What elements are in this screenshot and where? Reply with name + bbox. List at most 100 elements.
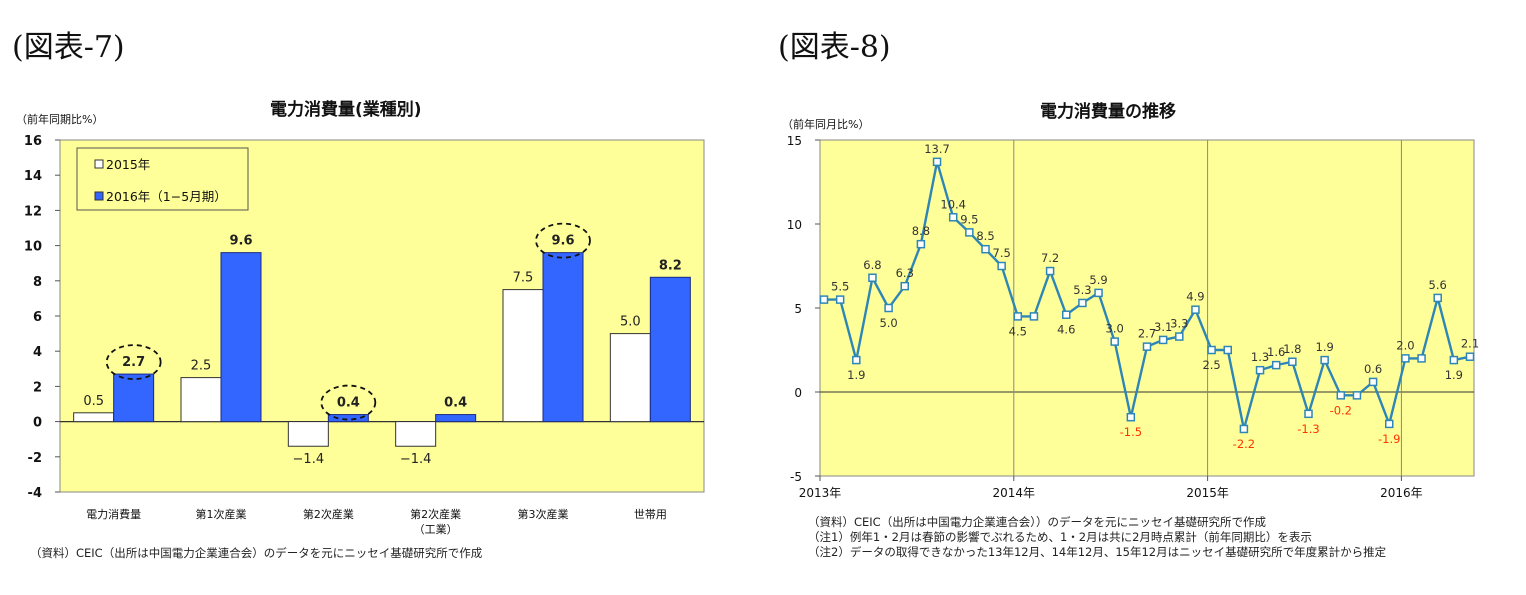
chart8-point bbox=[1158, 335, 1168, 345]
chart8-data-label: -1.3 bbox=[1297, 422, 1319, 436]
chart8-title: 電力消費量の推移 bbox=[1040, 102, 1176, 122]
chart8-point bbox=[1078, 298, 1087, 308]
chart7-y-tick-label: 0 bbox=[33, 416, 42, 431]
chart8-point bbox=[1320, 355, 1329, 365]
chart8-plot-area bbox=[819, 139, 1475, 477]
chart8-data-label: -2.2 bbox=[1233, 437, 1255, 451]
chart7-ylabel: （前年同期比%） bbox=[16, 113, 104, 126]
chart8-point bbox=[1110, 337, 1119, 346]
chart8-point bbox=[1207, 345, 1216, 355]
chart8-point bbox=[852, 355, 861, 365]
chart8-data-label: 3.1 bbox=[1154, 320, 1172, 334]
chart7-bar bbox=[649, 276, 691, 423]
chart8-point bbox=[932, 157, 942, 167]
chart8-data-label: 10.4 bbox=[940, 197, 966, 211]
chart8-data-label: 5.6 bbox=[1429, 278, 1447, 292]
chart7-bar bbox=[609, 333, 651, 423]
chart7-category-sublabel: （工業） bbox=[414, 523, 458, 536]
chart7-bar bbox=[113, 373, 155, 423]
chart8-point bbox=[997, 261, 1006, 271]
chart7-legend bbox=[76, 147, 249, 211]
chart7-data-label: 2.7 bbox=[122, 355, 145, 370]
chart7-data-label: 7.5 bbox=[513, 271, 534, 286]
chart8-data-label: 4.5 bbox=[1009, 324, 1027, 338]
chart7-bar bbox=[220, 252, 262, 423]
chart8-point bbox=[1336, 391, 1346, 400]
chart7-plot: -4 -2 0 2 4 6 8 10 12 14 16 0.5 2.7 電力消費量 2.5 9.6 第1次産業 −… bbox=[24, 134, 705, 536]
figure-7-label: (図表-7) bbox=[12, 30, 125, 65]
chart7-bar bbox=[180, 377, 222, 423]
chart8-point bbox=[1239, 424, 1249, 434]
chart8-point bbox=[1449, 355, 1459, 365]
chart7-highlight-ellipse bbox=[320, 384, 377, 421]
chart8-y-tick-label: 5 bbox=[794, 302, 802, 316]
chart8-point bbox=[1013, 312, 1023, 321]
chart7-y-tick-label: 12 bbox=[24, 204, 42, 219]
chart7-bar bbox=[73, 412, 115, 423]
chart8-data-label: 2.5 bbox=[1202, 358, 1220, 372]
chart8-point bbox=[981, 244, 990, 254]
chart8-data-label: 5.0 bbox=[879, 316, 897, 330]
chart7-y-tick-label: -4 bbox=[28, 486, 42, 501]
chart7-bar bbox=[542, 252, 584, 423]
chart8-point bbox=[900, 281, 909, 291]
chart7-data-label: 0.4 bbox=[337, 396, 360, 411]
chart8-data-label: 1.8 bbox=[1283, 342, 1301, 356]
chart7-highlight-ellipse bbox=[105, 344, 162, 380]
chart8-data-label: 3.0 bbox=[1106, 322, 1124, 336]
chart8-y-tick-label: 10 bbox=[787, 218, 802, 232]
chart7-data-label: 0.4 bbox=[444, 396, 467, 411]
chart8-data-label: 9.5 bbox=[960, 212, 978, 226]
chart8-point bbox=[1271, 360, 1281, 370]
chart7-y-tick-label: 2 bbox=[33, 380, 42, 395]
chart8-data-label: 0.6 bbox=[1364, 362, 1382, 376]
chart8-data-label: 3.3 bbox=[1170, 317, 1188, 331]
chart8-point bbox=[1175, 332, 1184, 341]
chart8-data-label: 5.9 bbox=[1089, 273, 1107, 287]
chart7-data-label: 5.0 bbox=[620, 315, 641, 330]
chart8-data-label: 7.5 bbox=[993, 246, 1011, 260]
chart8-data-label: 2.7 bbox=[1138, 327, 1156, 341]
chart8-source-note: （資料）CEIC（出所は中国電力企業連合会））のデータを元にニッセイ基礎研究所で… bbox=[808, 515, 1266, 529]
chart8-point bbox=[1029, 312, 1039, 321]
chart8-point bbox=[1062, 310, 1071, 319]
chart8-point bbox=[1288, 357, 1297, 367]
chart8-data-label: 5.3 bbox=[1073, 283, 1091, 297]
chart7-data-label: 9.6 bbox=[229, 234, 252, 249]
chart7-y-tick-label: 16 bbox=[24, 134, 42, 149]
chart8-point bbox=[835, 295, 845, 304]
chart8-point bbox=[1465, 352, 1475, 361]
chart8-point bbox=[1255, 365, 1265, 375]
chart8-point bbox=[1304, 409, 1313, 419]
chart8-data-label: -1.5 bbox=[1120, 425, 1142, 439]
chart8-data-label: 1.3 bbox=[1251, 350, 1269, 364]
chart8-y-tick-label: 15 bbox=[787, 134, 802, 148]
chart8-plot: -5 0 5 10 15 2013年 2014年 2015年 2016年 5.5 1.9 6.8 5.0… bbox=[787, 134, 1479, 500]
chart7-data-label: −1.4 bbox=[400, 452, 432, 467]
chart7-category-label: 第2次産業 bbox=[410, 507, 461, 521]
chart8-data-label: -1.9 bbox=[1378, 432, 1400, 446]
chart8-point bbox=[1126, 412, 1136, 422]
chart8-point bbox=[868, 273, 877, 283]
chart8-x-tick-label: 2013年 bbox=[799, 486, 842, 500]
chart8-data-label: 4.9 bbox=[1186, 290, 1204, 304]
chart7-y-tick-label: 14 bbox=[24, 169, 42, 184]
chart7-legend-swatch bbox=[94, 191, 104, 201]
chart8-point bbox=[819, 295, 829, 304]
chart7-category-label: 第1次産業 bbox=[196, 507, 247, 521]
chart8-point bbox=[1385, 419, 1394, 429]
chart7-y-tick-label: 8 bbox=[33, 275, 42, 290]
chart8-point bbox=[1352, 391, 1362, 400]
chart8-point bbox=[1223, 345, 1232, 355]
chart7-y-tick-label: -2 bbox=[28, 451, 42, 466]
chart7-bar bbox=[327, 414, 369, 423]
chart7-category-label: 第2次産業 bbox=[303, 507, 354, 521]
chart8-data-label: 1.9 bbox=[1445, 368, 1463, 382]
chart8-data-label: 1.9 bbox=[847, 368, 865, 382]
chart8-point bbox=[965, 228, 974, 237]
chart7-highlight-ellipse bbox=[535, 222, 591, 259]
chart8-data-label: 1.9 bbox=[1316, 340, 1334, 354]
chart8-point bbox=[1417, 354, 1426, 363]
chart8-data-label: 13.7 bbox=[924, 142, 950, 156]
chart8-point bbox=[1045, 266, 1055, 276]
